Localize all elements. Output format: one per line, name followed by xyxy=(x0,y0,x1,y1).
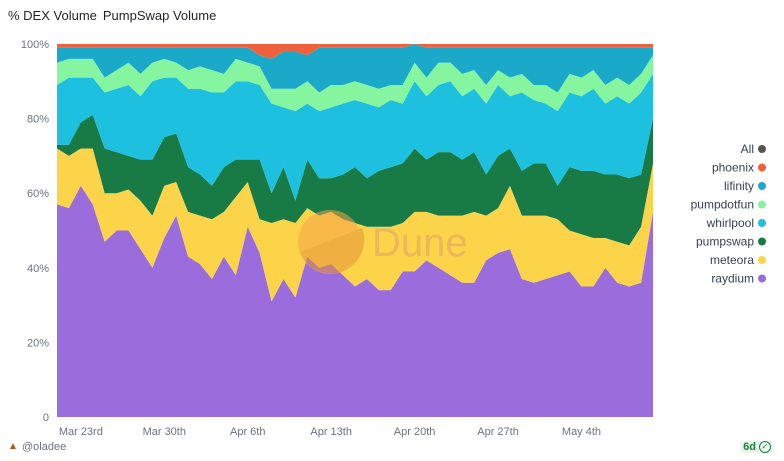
y-tick-label: 80% xyxy=(27,114,49,126)
legend-label: phoenix xyxy=(712,161,754,175)
y-tick-label: 60% xyxy=(27,188,49,200)
user-avatar-icon: ▲ xyxy=(8,441,18,452)
legend-swatch xyxy=(758,274,766,283)
y-tick-label: 0 xyxy=(43,412,49,424)
check-icon: ✓ xyxy=(759,441,771,453)
y-tick-label: 100% xyxy=(21,39,49,51)
chart-title: % DEX Volume xyxy=(8,8,97,23)
legend-item-pumpdotfun[interactable]: pumpdotfun xyxy=(691,198,766,212)
x-tick-label: Mar 30th xyxy=(143,426,186,438)
refresh-badge[interactable]: 6d ✓ xyxy=(740,441,774,453)
author-name: @oladee xyxy=(22,441,67,453)
area-pumpswap[interactable] xyxy=(57,114,653,246)
dune-watermark: Dune xyxy=(298,210,468,274)
legend-label: lifinity xyxy=(724,179,754,193)
x-tick-label: Apr 20th xyxy=(394,426,436,438)
legend-item-lifinity[interactable]: lifinity xyxy=(724,179,766,193)
refresh-age: 6d xyxy=(743,441,756,453)
x-tick-label: May 4th xyxy=(562,426,601,438)
legend-item-meteora[interactable]: meteora xyxy=(710,253,766,267)
legend-swatch xyxy=(758,163,766,172)
legend-label: meteora xyxy=(710,253,754,267)
legend-label: whirlpool xyxy=(706,216,754,230)
stacked-area-chart: Dune 0 20% 40% 60% 80% 100% Mar 23rd Mar 30th A… xyxy=(21,39,766,438)
area-raydium[interactable] xyxy=(57,185,653,417)
x-tick-label: Apr 6th xyxy=(230,426,265,438)
x-axis: Mar 23rd Mar 30th Apr 6th Apr 13th Apr 20th A… xyxy=(59,426,601,438)
y-axis: 0 20% 40% 60% 80% 100% xyxy=(21,39,49,424)
legend-swatch xyxy=(758,256,766,264)
legend-label: pumpswap xyxy=(696,235,754,249)
legend-swatch xyxy=(758,219,766,227)
x-tick-label: Apr 27th xyxy=(477,426,519,438)
legend-label: All xyxy=(741,142,754,156)
legend-label: raydium xyxy=(711,272,754,286)
watermark-text: Dune xyxy=(372,221,468,265)
area-phoenix[interactable] xyxy=(57,44,653,59)
legend: All phoenix lifinity pumpdotfun whirlpool pum… xyxy=(691,142,766,286)
x-tick-label: Apr 13th xyxy=(310,426,352,438)
legend-item-pumpswap[interactable]: pumpswap xyxy=(696,235,766,249)
legend-item-phoenix[interactable]: phoenix xyxy=(712,161,766,175)
author[interactable]: ▲ @oladee xyxy=(8,441,66,453)
legend-item-whirlpool[interactable]: whirlpool xyxy=(706,216,766,230)
area-pumpdotfun[interactable] xyxy=(57,55,653,112)
chart-header: % DEX Volume PumpSwap Volume xyxy=(8,8,216,23)
x-tick-label: Mar 23rd xyxy=(59,426,103,438)
chart-subtitle: PumpSwap Volume xyxy=(102,8,217,23)
legend-item-all[interactable]: All xyxy=(741,142,766,156)
area-lifinity[interactable] xyxy=(57,44,653,93)
y-tick-label: 20% xyxy=(27,337,49,349)
legend-swatch xyxy=(758,237,766,246)
legend-label: pumpdotfun xyxy=(691,198,754,212)
legend-swatch xyxy=(758,182,766,190)
area-whirlpool[interactable] xyxy=(57,73,653,201)
y-tick-label: 40% xyxy=(27,263,49,275)
legend-swatch xyxy=(758,200,766,209)
legend-item-raydium[interactable]: raydium xyxy=(711,272,766,286)
chart-container: Dune 0 20% 40% 60% 80% 100% Mar 23rd Mar 30th A… xyxy=(0,30,784,438)
footer: ▲ @oladee 6d ✓ xyxy=(8,439,774,455)
legend-swatch xyxy=(758,145,766,153)
